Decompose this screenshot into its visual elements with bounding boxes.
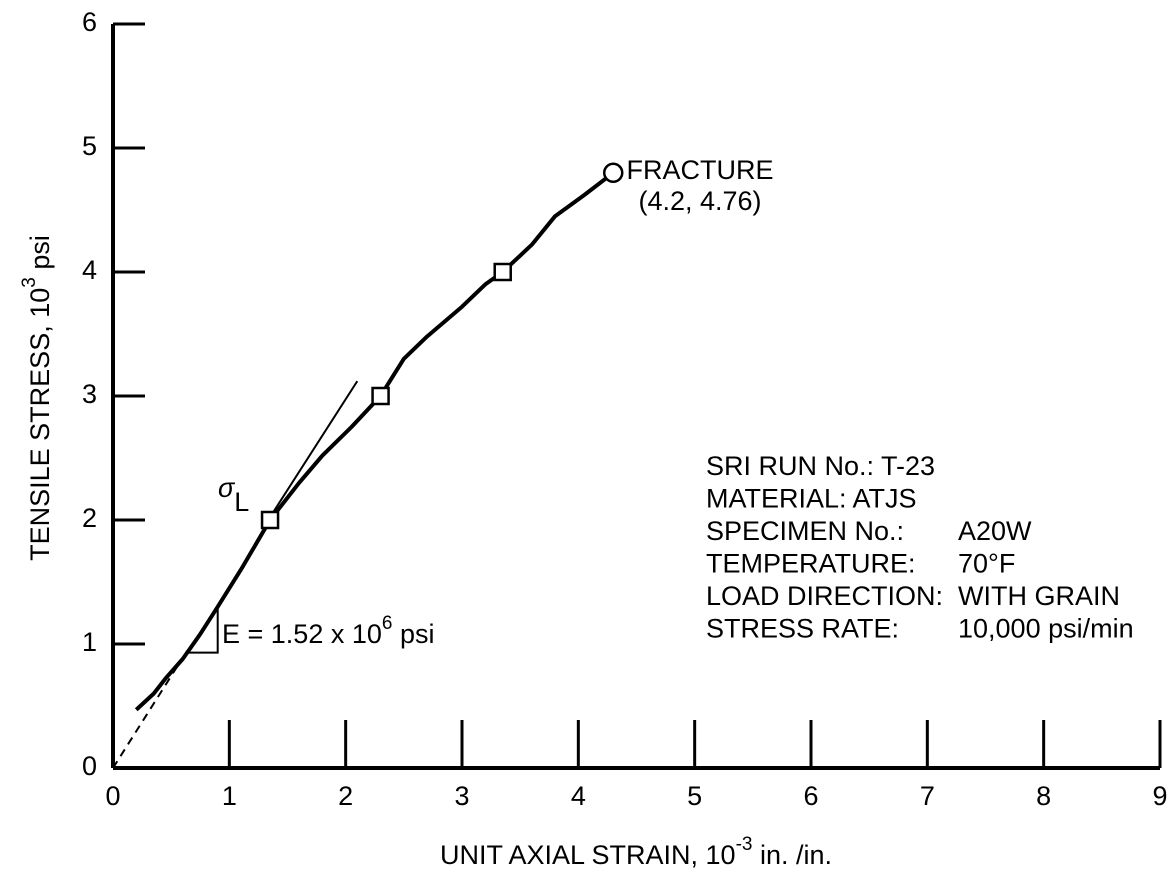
square-marker: [260, 510, 280, 530]
x-tick-label: 5: [687, 781, 702, 811]
info-value: 10,000 psi/min: [958, 614, 1134, 644]
modulus-label-unit: psi: [392, 619, 434, 649]
slope-triangle: [185, 606, 219, 654]
x-tick-label: 1: [222, 781, 237, 811]
x-axis-label-unit: in. /in.: [752, 840, 832, 870]
y-tick-label: 5: [82, 131, 97, 161]
y-axis-label-sup: 3: [19, 277, 40, 288]
info-label: MATERIAL: ATJS: [706, 484, 917, 514]
y-axis-label-unit: psi: [25, 235, 55, 277]
info-label: SPECIMEN No.:: [706, 516, 904, 546]
y-tick-label: 6: [82, 7, 97, 37]
y-axis-label-text: TENSILE STRESS, 10: [25, 288, 55, 561]
modulus-line: [112, 653, 186, 769]
y-tick-label: 1: [82, 627, 97, 657]
y-tick-label: 2: [82, 503, 97, 533]
x-axis-label-sup: -3: [736, 834, 753, 855]
info-label: SRI RUN No.: T-23: [706, 451, 935, 481]
x-axis-label: UNIT AXIAL STRAIN, 10-3 in. /in.: [440, 834, 832, 870]
modulus-label-sup: 6: [382, 613, 393, 634]
stress-curve: [134, 171, 615, 712]
fracture-label: FRACTURE: [627, 155, 774, 185]
y-tick-label: 4: [82, 255, 97, 285]
x-tick-label: 9: [1152, 781, 1167, 811]
y-axis-label: TENSILE STRESS, 103 psi: [19, 235, 55, 561]
y-tick-label: 3: [82, 379, 97, 409]
info-label: STRESS RATE:: [706, 614, 899, 644]
tangent-line: [263, 380, 359, 527]
y-tick-label: 0: [82, 751, 97, 781]
info-value: 70°F: [958, 549, 1015, 579]
fracture-coords: (4.2, 4.76): [638, 186, 761, 216]
info-value: WITH GRAIN: [958, 581, 1120, 611]
x-tick-label: 8: [1036, 781, 1051, 811]
x-axis-label-text: UNIT AXIAL STRAIN, 10: [440, 840, 736, 870]
x-tick-label: 4: [571, 781, 586, 811]
sigma-sub: L: [234, 487, 249, 517]
fracture-marker: [602, 162, 624, 184]
sigma-label: σL: [218, 473, 249, 517]
info-value: A20W: [958, 516, 1032, 546]
x-tick-label: 6: [803, 781, 818, 811]
modulus-label: E = 1.52 x 106 psi: [222, 613, 434, 649]
square-marker: [371, 386, 390, 406]
info-label: LOAD DIRECTION:: [706, 581, 943, 611]
square-marker: [493, 262, 512, 282]
x-tick-label: 2: [338, 781, 353, 811]
sigma-symbol: σ: [218, 473, 236, 503]
info-label: TEMPERATURE:: [706, 549, 916, 579]
x-tick-label: 7: [920, 781, 935, 811]
x-tick-label: 0: [105, 781, 120, 811]
x-tick-label: 3: [454, 781, 469, 811]
modulus-label-text: E = 1.52 x 10: [222, 619, 382, 649]
